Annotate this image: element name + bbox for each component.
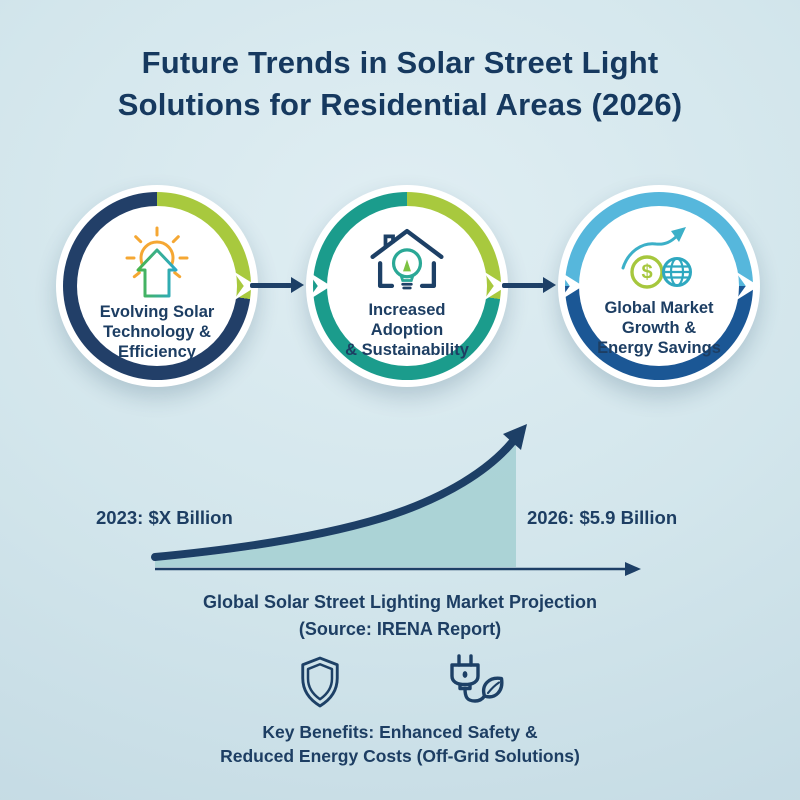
flow-arrow-1 bbox=[250, 277, 304, 293]
page-title-line1: Future Trends in Solar Street Light bbox=[141, 45, 659, 80]
key-benefits-text: Key Benefits: Enhanced Safety & Reduced … bbox=[0, 721, 800, 768]
key-benefits-line2: Reduced Energy Costs (Off-Grid Solutions… bbox=[220, 745, 580, 766]
step-circle-solar-technology: Evolving Solar Technology & Efficiency bbox=[56, 185, 258, 387]
step-disc-2: Increased Adoption & Sustainability bbox=[327, 206, 487, 366]
page-title-line2: Solutions for Residential Areas (2026) bbox=[117, 87, 683, 122]
step-circle-adoption: Increased Adoption & Sustainability bbox=[306, 185, 508, 387]
step-label-2: Increased Adoption & Sustainability bbox=[345, 301, 469, 359]
key-benefits-line1: Key Benefits: Enhanced Safety & bbox=[262, 722, 538, 742]
plug-leaf-icon bbox=[450, 654, 504, 703]
market-projection-chart bbox=[151, 424, 641, 576]
arrow-head-icon bbox=[543, 277, 556, 293]
arrow-shaft bbox=[502, 283, 544, 288]
axis-arrow-head-icon bbox=[625, 562, 641, 576]
curve-arrow-head-icon bbox=[503, 424, 527, 450]
chart-caption-title: Global Solar Street Lighting Market Proj… bbox=[202, 592, 598, 612]
chart-start-value: 2023: $X Billion bbox=[96, 507, 233, 528]
growth-curve bbox=[151, 436, 518, 561]
eco-home-icon bbox=[370, 228, 444, 290]
page-title: Future Trends in Solar Street Light Solu… bbox=[0, 42, 800, 126]
flow-arrow-2 bbox=[502, 277, 556, 293]
step-disc-1: Evolving Solar Technology & Efficiency bbox=[77, 206, 237, 366]
chart-area-fill bbox=[155, 444, 516, 567]
shield-icon bbox=[301, 656, 339, 708]
sun-growth-icon bbox=[125, 226, 189, 298]
market-growth-icon: $ bbox=[621, 227, 692, 289]
chart-caption-source: (Source: IRENA Report) bbox=[298, 619, 502, 639]
step-label-3: Global Market Growth & Energy Savings bbox=[597, 299, 721, 357]
arrow-shaft bbox=[250, 283, 292, 288]
svg-text:$: $ bbox=[641, 261, 652, 283]
chart-end-value: 2026: $5.9 Billion bbox=[527, 507, 678, 528]
step-disc-3: $ Global Market Growth & Energy Savings bbox=[579, 206, 739, 366]
chart-caption: Global Solar Street Lighting Market Proj… bbox=[0, 589, 800, 643]
step-circle-market-growth: $ Global Market Growth & Energy Savings bbox=[558, 185, 760, 387]
step-label-1: Evolving Solar Technology & Efficiency bbox=[99, 303, 215, 361]
arrow-head-icon bbox=[291, 277, 304, 293]
